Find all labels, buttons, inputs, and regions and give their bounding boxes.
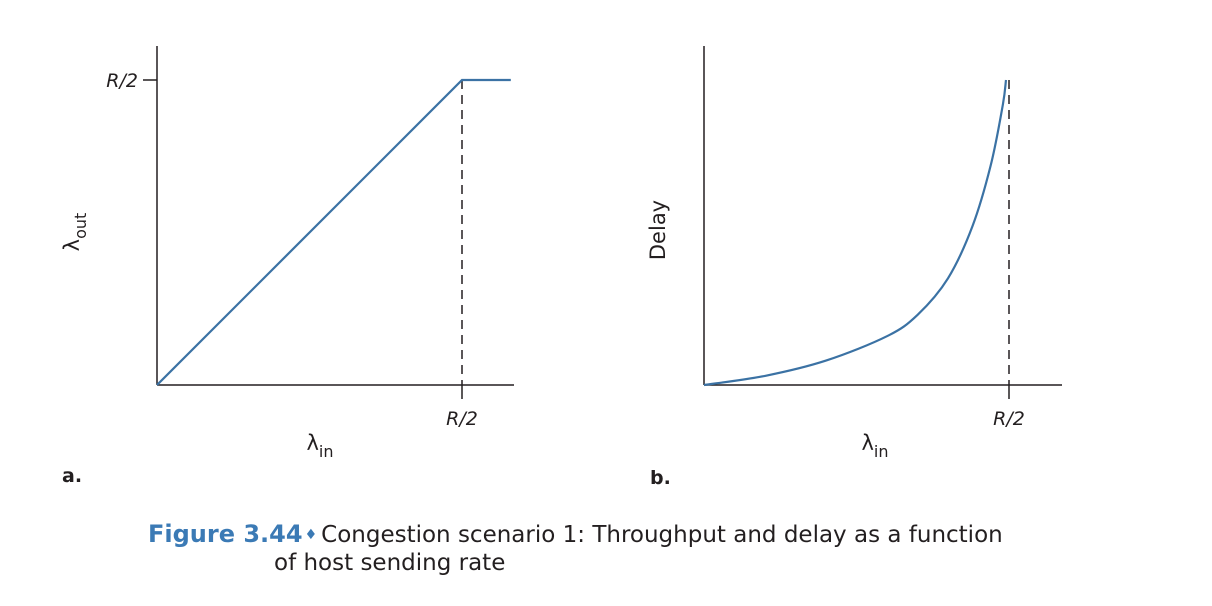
panel-b-label: b. — [650, 467, 671, 489]
panel-b-x-tick-label: R/2 — [993, 408, 1025, 430]
figure-caption: Figure 3.44 ♦ Congestion scenario 1: Throu… — [148, 520, 1148, 577]
panel-a-series-line — [156, 78, 511, 386]
panel-a-marks — [156, 78, 511, 386]
panel-a-x-axis-label: λin — [306, 431, 333, 461]
panel-a-throughput-chart: R/2 R/2 λin λout a. — [60, 46, 514, 487]
panel-b-x-axis-subscript: in — [874, 442, 889, 461]
caption-text-line-1: Congestion scenario 1: Throughput and de… — [321, 522, 1003, 548]
panel-a-label: a. — [62, 465, 82, 487]
figure-number: Figure 3.44 — [148, 520, 303, 548]
panel-b-series-line — [703, 79, 1008, 387]
panel-b-delay-chart: R/2 λin Delay b. — [646, 46, 1062, 489]
panel-a-y-axis-subscript: out — [71, 213, 90, 239]
panel-b-x-axis-symbol: λ — [861, 431, 873, 455]
panel-a-x-axis-symbol: λ — [306, 431, 318, 455]
panel-a-y-axis-label: λout — [60, 213, 90, 252]
panel-a-y-tick-label: R/2 — [106, 70, 138, 92]
panel-b-y-axis-label: Delay — [646, 200, 670, 260]
panel-b-marks — [703, 79, 1010, 387]
diamond-icon: ♦ — [304, 527, 318, 543]
panel-a-y-axis-symbol: λ — [60, 239, 84, 251]
caption-line-2: of host sending rate — [274, 550, 506, 576]
caption-line-1: Figure 3.44 ♦ Congestion scenario 1: Throu… — [148, 520, 1148, 549]
panel-b-x-axis-label: λin — [861, 431, 888, 461]
figure-canvas: R/2 R/2 λin λout a. R/2 λin Delay b. — [60, 46, 1062, 489]
panel-a-x-axis-subscript: in — [319, 442, 334, 461]
panel-a-x-tick-label: R/2 — [446, 408, 478, 430]
